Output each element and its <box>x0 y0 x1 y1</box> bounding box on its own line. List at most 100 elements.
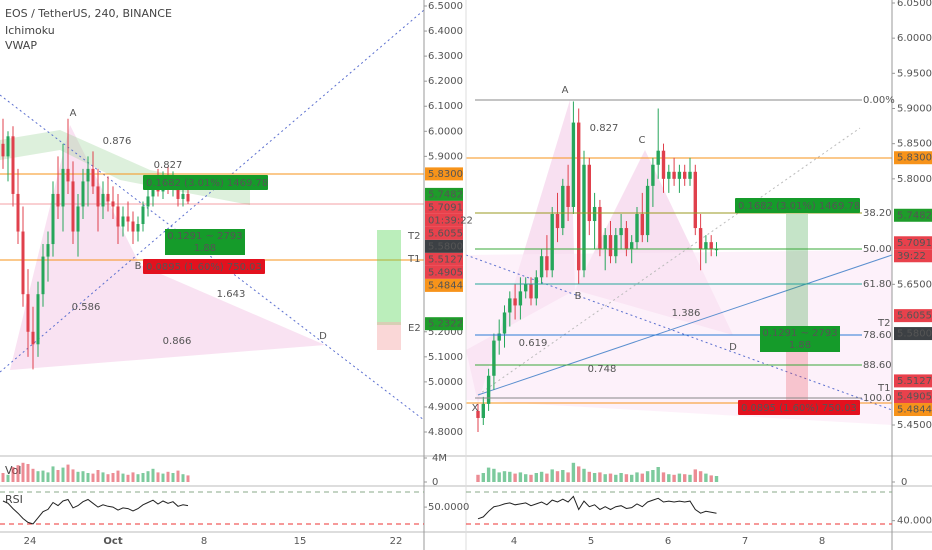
y-tick-label: 6.3000 <box>428 51 463 62</box>
fib-label: 100.0 <box>863 393 892 404</box>
candle-body <box>126 216 130 222</box>
price-tag-label: 5.5127 <box>428 254 463 265</box>
y-tick-label: 0 <box>901 477 907 488</box>
candle-body <box>624 228 629 250</box>
price-tag <box>425 239 463 253</box>
price-tag-label: 5.6055 <box>897 311 932 322</box>
target-label: T2 <box>877 318 890 329</box>
fib-label: 88.60 <box>863 360 892 371</box>
candle-body <box>76 206 80 232</box>
price-tag <box>425 200 463 214</box>
volume-bar <box>630 474 634 482</box>
candle-body <box>656 150 660 165</box>
volume-bar <box>6 474 10 482</box>
price-tag-label: 5.4844 <box>897 405 932 416</box>
y-tick-label: 5.4500 <box>897 420 932 431</box>
price-tag <box>425 167 463 181</box>
candle-body <box>492 340 496 376</box>
indicator: Ichimoku <box>5 24 55 37</box>
candle-body <box>704 242 708 250</box>
target-label: T2 <box>407 231 420 242</box>
candle-body <box>106 193 110 202</box>
y-tick-label: 4M <box>432 453 447 464</box>
volume-bar <box>619 473 623 482</box>
candle-body <box>582 164 586 271</box>
price-tag-label: 5.6055 <box>428 228 463 239</box>
volume-bar <box>166 471 170 482</box>
volume-bar <box>121 473 125 482</box>
candle-body <box>141 206 145 225</box>
volume-bar <box>81 471 85 482</box>
price-tag-label: 5.5800 <box>897 329 932 340</box>
volume-bar <box>26 464 30 482</box>
volume-bar <box>1 473 5 482</box>
volume-bar <box>492 468 496 482</box>
y-tick-label: 5.9000 <box>428 151 463 162</box>
candle-body <box>86 168 90 182</box>
candle-body <box>121 216 125 227</box>
candle-body <box>1 143 5 157</box>
volume-bar <box>131 472 135 482</box>
volume-bar <box>101 472 105 482</box>
volume-bar <box>545 473 549 482</box>
volume-bar <box>518 472 523 482</box>
price-tag <box>894 374 932 388</box>
indicator: VWAP <box>5 39 37 52</box>
rsi-label: RSI <box>5 493 23 506</box>
x-tick-label: 8 <box>201 536 207 547</box>
position-box <box>738 400 860 415</box>
candle-body <box>545 256 549 271</box>
volume-bar <box>161 473 165 482</box>
position-label: 0.0895 (1.60%) 750.03 <box>741 403 857 414</box>
candle-body <box>640 214 644 236</box>
candle-body <box>524 284 528 292</box>
volume-bar <box>550 469 554 482</box>
candle-body <box>577 122 581 271</box>
y-tick-label: 5.8500 <box>897 139 932 150</box>
candle-body <box>46 244 50 257</box>
volume-bar <box>667 474 671 482</box>
volume-bar <box>645 471 650 482</box>
price-tag-label: 5.2322 <box>428 319 463 330</box>
y-tick-label: 4.9000 <box>428 402 463 413</box>
volume-bar <box>693 469 697 482</box>
candle-body <box>603 235 607 250</box>
price-tag-label: 5.8300 <box>897 153 932 164</box>
y-tick-label: 40.0000 <box>897 516 932 527</box>
volume-bar <box>677 473 682 482</box>
trend-line <box>477 254 893 396</box>
candle-body <box>592 206 597 222</box>
candle-body <box>587 164 591 222</box>
candle-body <box>41 256 45 295</box>
volume-bar <box>704 473 708 482</box>
candle-body <box>714 249 719 251</box>
price-tag <box>425 187 463 201</box>
volume-bar <box>577 466 581 482</box>
candle-body <box>176 181 180 199</box>
target-label: T1 <box>407 254 420 265</box>
volume-bar <box>146 471 150 482</box>
volume-bar <box>635 472 639 482</box>
volume-bar <box>624 474 629 482</box>
volume-bar <box>651 470 655 482</box>
candle-body <box>561 185 565 229</box>
countdown: 01:39:22 <box>428 215 473 226</box>
candle-body <box>131 221 135 232</box>
candle-body <box>534 277 538 299</box>
countdown-tag <box>894 249 932 263</box>
volume-bar <box>116 470 120 482</box>
x-tick-label: 8 <box>819 536 825 547</box>
volume-bar <box>31 468 35 482</box>
candle-body <box>6 136 10 157</box>
candle-body <box>56 193 60 207</box>
price-tag <box>425 226 463 240</box>
pattern-label: D <box>319 331 327 342</box>
countdown: 39:22 <box>897 251 926 262</box>
position-box <box>760 326 840 352</box>
volume-bar <box>497 472 501 482</box>
candle-body <box>630 242 634 250</box>
pattern-label: A <box>70 108 77 119</box>
volume-bar <box>106 474 110 482</box>
pattern-label: A <box>562 85 569 96</box>
